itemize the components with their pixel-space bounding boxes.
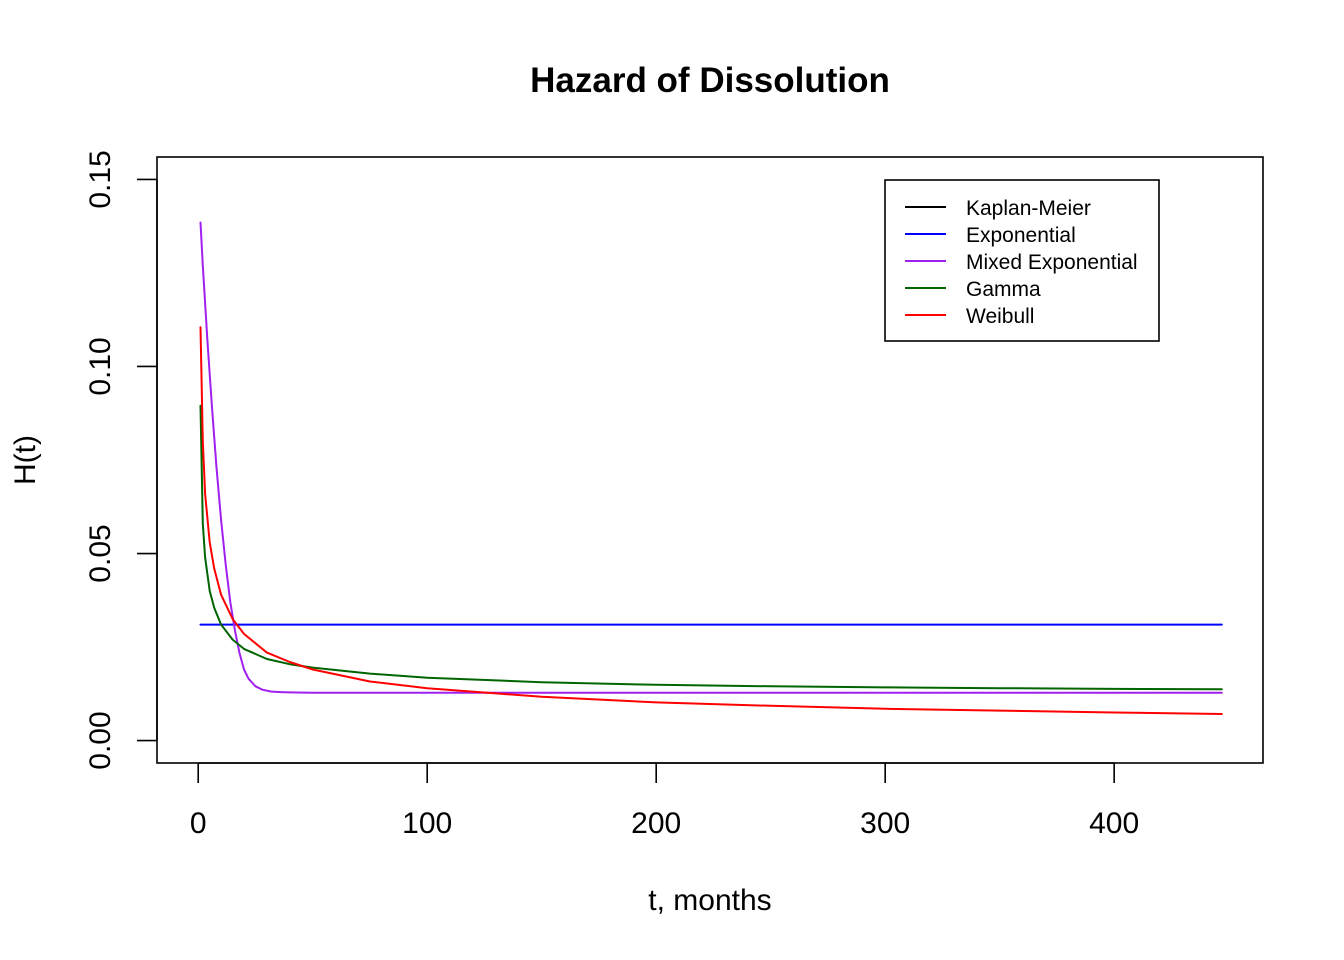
y-tick-label: 0.10 — [84, 337, 117, 395]
y-axis: 0.00 0.05 0.10 0.15 — [84, 150, 158, 770]
chart-title: Hazard of Dissolution — [530, 61, 890, 100]
legend-label: Kaplan-Meier — [966, 197, 1091, 220]
legend: Kaplan-Meier Exponential Mixed Exponential… — [884, 179, 1160, 342]
y-tick-label: 0.15 — [84, 150, 117, 208]
x-tick-label: 100 — [402, 807, 452, 840]
series-line-weibull — [199, 326, 1223, 715]
series-line-mixed-exponential — [199, 221, 1223, 694]
y-tick-label: 0.05 — [84, 524, 117, 582]
legend-label: Gamma — [966, 278, 1041, 301]
x-tick-label: 300 — [860, 807, 910, 840]
x-tick-label: 200 — [631, 807, 681, 840]
legend-label: Weibull — [966, 305, 1034, 328]
legend-label: Mixed Exponential — [966, 251, 1138, 274]
x-axis-label: t, months — [648, 884, 771, 917]
x-tick-label: 0 — [190, 807, 207, 840]
x-axis: 0 100 200 300 400 — [190, 762, 1139, 840]
y-tick-label: 0.00 — [84, 711, 117, 769]
series-layer — [199, 221, 1223, 715]
x-tick-label: 400 — [1089, 807, 1139, 840]
y-axis-label: H(t) — [9, 435, 42, 485]
legend-label: Exponential — [966, 224, 1076, 247]
